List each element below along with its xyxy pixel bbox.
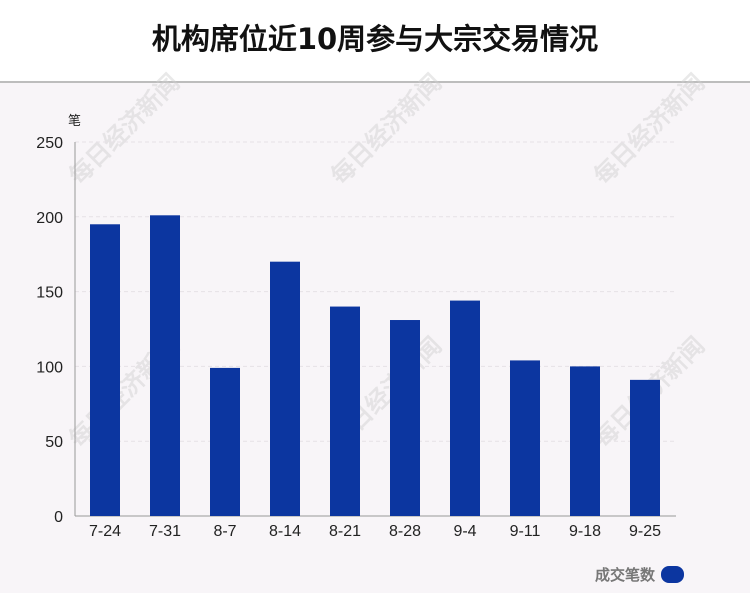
y-tick-label: 150 <box>36 285 63 302</box>
x-tick-label: 9-25 <box>629 523 661 540</box>
y-tick-labels: 0 50 100 150 200 250 <box>36 135 63 526</box>
legend-label: 成交笔数 <box>594 565 655 584</box>
bar <box>330 306 360 516</box>
y-tick-label: 250 <box>36 135 63 152</box>
y-tick-label: 0 <box>54 509 63 526</box>
bars <box>90 215 660 516</box>
bar <box>510 360 540 516</box>
chart-title: 机构席位近10周参与大宗交易情况 <box>0 0 750 83</box>
bar <box>630 379 660 516</box>
y-tick-label: 50 <box>45 434 63 451</box>
x-tick-label: 9-11 <box>510 523 541 540</box>
x-tick-label: 8-7 <box>213 523 236 540</box>
x-tick-label: 7-24 <box>89 523 121 540</box>
bar <box>90 224 120 516</box>
bar <box>390 320 420 516</box>
x-tick-labels: 7-24 7-31 8-7 8-14 8-21 8-28 9-4 9-11 9-18 9-25 <box>89 523 661 540</box>
x-tick-label: 7-31 <box>149 523 181 540</box>
watermark: 每日经济新闻 <box>326 69 448 191</box>
x-tick-label: 9-18 <box>569 523 601 540</box>
watermark: 每日经济新闻 <box>589 69 711 191</box>
bar <box>150 215 180 516</box>
bar <box>450 300 480 516</box>
y-tick-label: 100 <box>36 359 63 376</box>
x-tick-label: 8-14 <box>269 523 301 540</box>
watermark: 每日经济新闻 <box>64 69 186 191</box>
y-tick-label: 200 <box>36 210 63 227</box>
y-axis-unit: 笔 <box>68 113 81 129</box>
x-tick-label: 9-4 <box>453 523 476 540</box>
legend-swatch <box>661 565 684 583</box>
bar <box>570 366 600 516</box>
x-tick-label: 8-28 <box>389 523 421 540</box>
x-tick-label: 8-21 <box>329 523 361 540</box>
bar <box>270 261 300 516</box>
bar <box>210 367 240 516</box>
legend: 成交笔数 <box>595 563 684 585</box>
